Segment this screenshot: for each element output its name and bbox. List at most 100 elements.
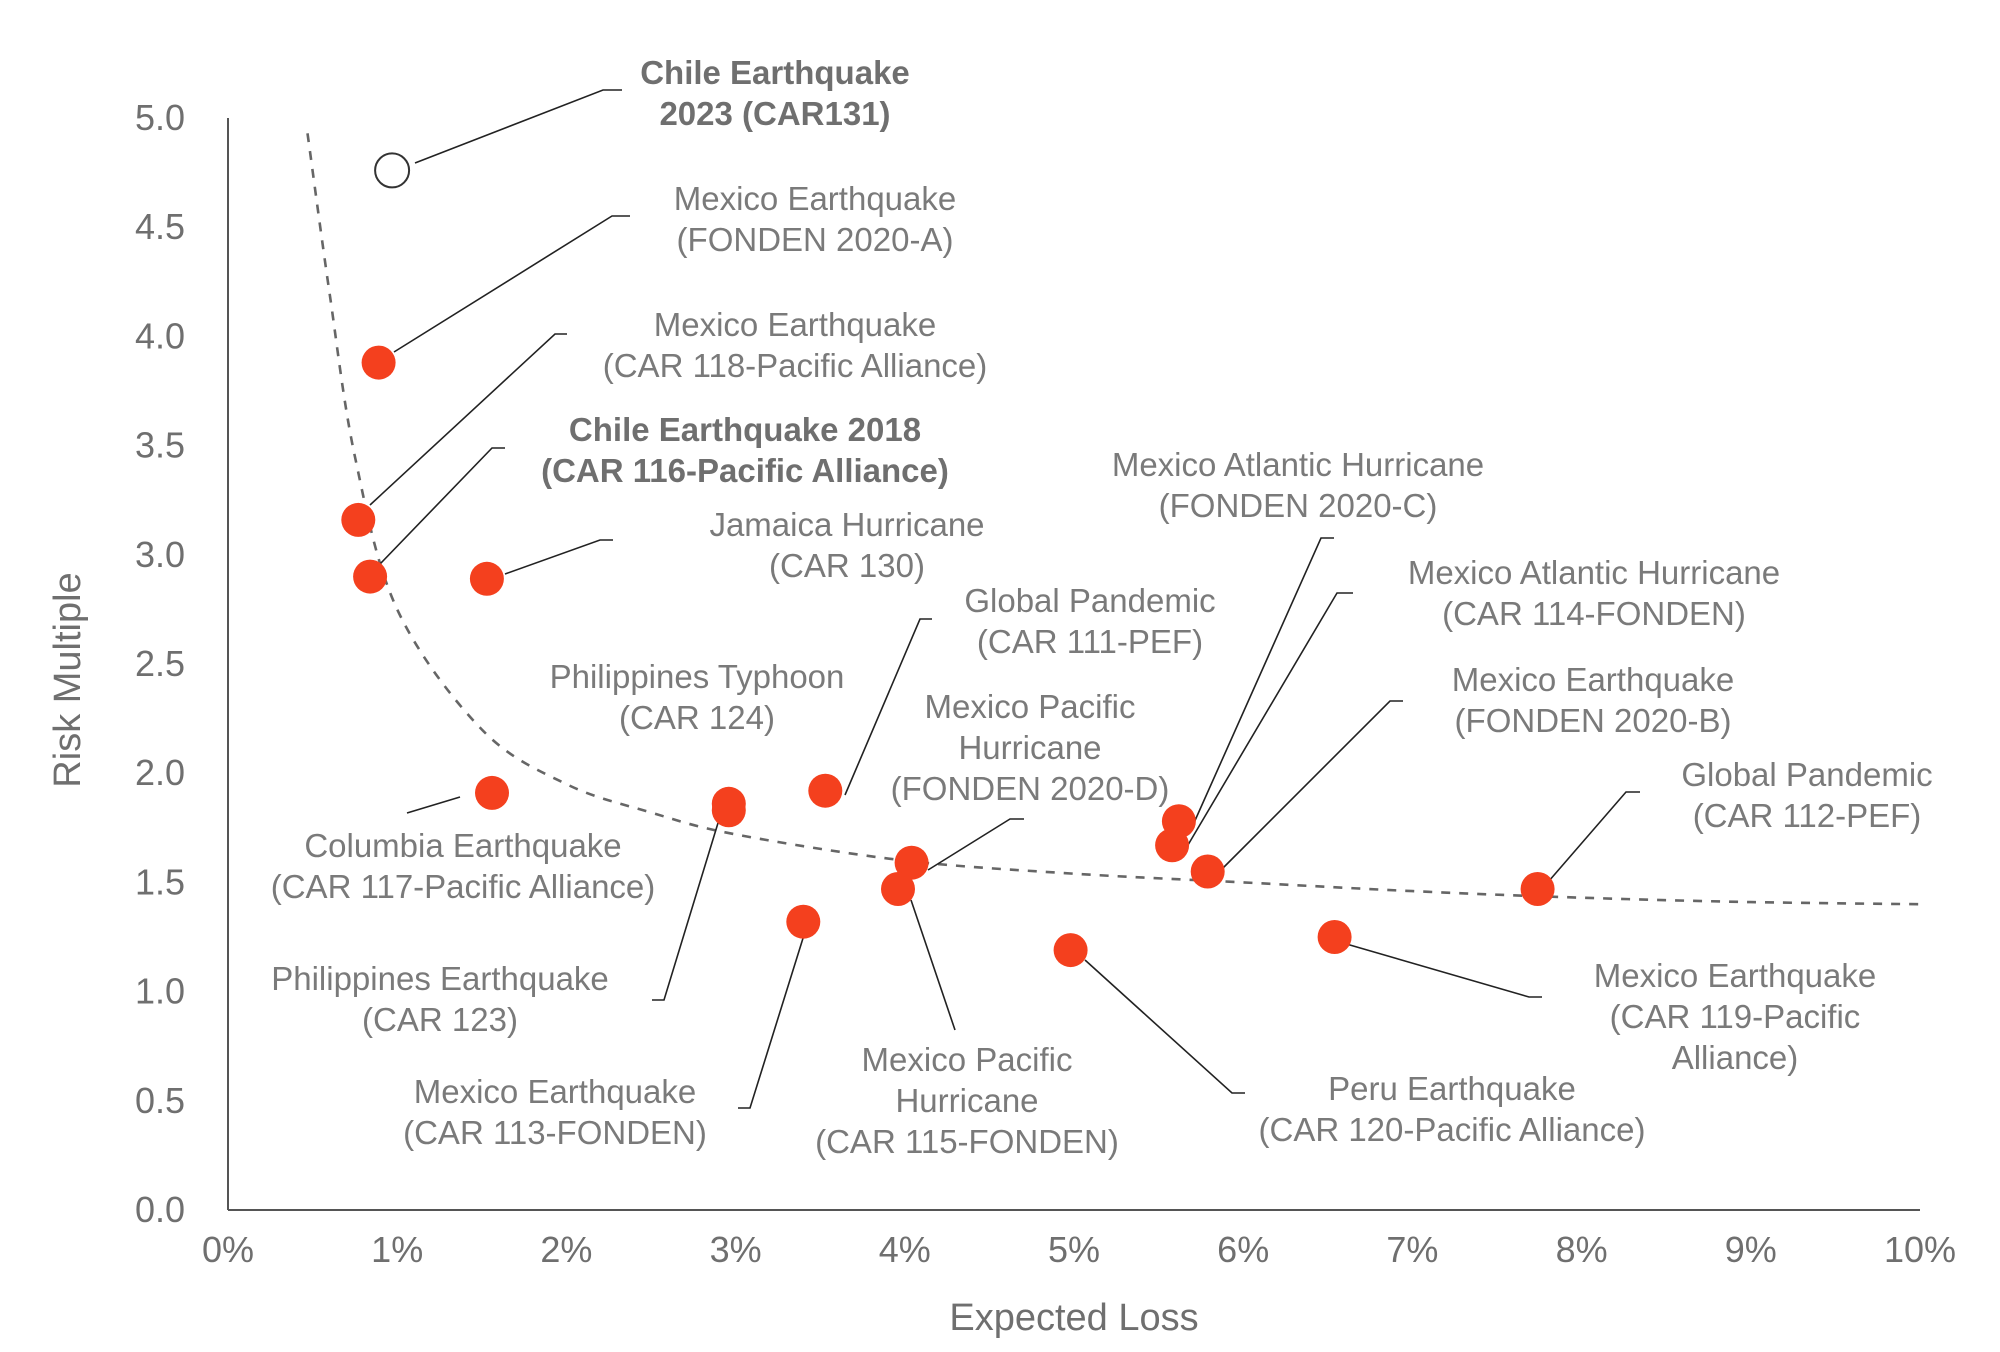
y-tick-label: 2.0 xyxy=(135,752,185,793)
data-point xyxy=(894,845,929,880)
data-point xyxy=(808,773,843,808)
x-tick-label: 2% xyxy=(540,1229,592,1270)
x-tick-label: 10% xyxy=(1884,1229,1956,1270)
point-label: Mexico Earthquake (CAR 119-Pacific Allianc… xyxy=(1594,957,1876,1076)
point-label-line: (CAR 115-FONDEN) xyxy=(815,1123,1119,1160)
point-label-line: 2023 (CAR131) xyxy=(659,95,890,132)
point-label-line: Hurricane xyxy=(895,1082,1038,1119)
leader-line xyxy=(379,447,505,565)
y-tick-label: 1.5 xyxy=(135,861,185,902)
point-label: Global Pandemic (CAR 111-PEF) xyxy=(964,582,1215,660)
leader-line xyxy=(1084,959,1245,1094)
data-point xyxy=(1053,933,1088,968)
data-point xyxy=(1520,872,1555,906)
data-point xyxy=(353,559,388,594)
point-label-line: Global Pandemic xyxy=(1681,756,1932,793)
point-label-line: (CAR 114-FONDEN) xyxy=(1442,595,1746,632)
x-tick-label: 1% xyxy=(371,1229,423,1270)
point-label: Mexico Atlantic Hurricane (CAR 114-FONDEN… xyxy=(1408,554,1780,632)
leader-line xyxy=(652,822,719,1001)
leader-line xyxy=(927,818,1024,871)
point-label: Mexico Atlantic Hurricane (FONDEN 2020-C) xyxy=(1112,446,1484,524)
point-label: Philippines Typhoon (CAR 124) xyxy=(550,658,845,736)
data-points xyxy=(341,152,1555,968)
axes xyxy=(227,118,1920,1211)
point-labels: Chile Earthquake 2023 (CAR131) Mexico Eart… xyxy=(271,54,1933,1160)
highlighted-point xyxy=(374,152,411,189)
x-tick-label: 9% xyxy=(1725,1229,1777,1270)
x-axis-title: Expected Loss xyxy=(949,1297,1198,1339)
point-label-line: (CAR 112-PEF) xyxy=(1693,797,1922,834)
leader-line xyxy=(1184,592,1353,851)
point-label-line: Mexico Earthquake xyxy=(654,306,936,343)
leader-line xyxy=(414,89,622,164)
y-tick-label: 3.0 xyxy=(135,534,185,575)
y-tick-label: 1.0 xyxy=(135,971,185,1012)
point-label-line: Mexico Pacific xyxy=(862,1041,1073,1078)
point-label-line: Mexico Atlantic Hurricane xyxy=(1112,446,1484,483)
point-label-line: Philippines Earthquake xyxy=(271,960,609,997)
point-label: Mexico Pacific Hurricane (CAR 115-FONDEN) xyxy=(815,1041,1119,1160)
y-tick-label: 5.0 xyxy=(135,97,185,138)
x-tick-label: 7% xyxy=(1386,1229,1438,1270)
leader-line xyxy=(844,618,932,796)
x-tick-label: 3% xyxy=(710,1229,762,1270)
leader-line xyxy=(369,333,567,506)
point-label: Chile Earthquake 2023 (CAR131) xyxy=(640,54,910,132)
leader-line xyxy=(393,215,630,353)
point-label-line: (CAR 113-FONDEN) xyxy=(403,1114,707,1151)
leader-line xyxy=(1541,791,1640,890)
y-tick-label: 0.0 xyxy=(135,1189,185,1230)
point-label-line: Mexico Earthquake xyxy=(414,1073,696,1110)
point-label: Mexico Earthquake (CAR 118-Pacific Allian… xyxy=(603,306,988,384)
data-point xyxy=(881,872,915,906)
data-point xyxy=(711,793,746,828)
point-label: Philippines Earthquake (CAR 123) xyxy=(271,960,609,1038)
data-point xyxy=(1155,828,1190,863)
point-label-line: (CAR 119-Pacific xyxy=(1610,998,1861,1035)
x-tick-label: 0% xyxy=(202,1229,254,1270)
point-label: Columbia Earthquake (CAR 117-Pacific Alli… xyxy=(271,827,656,905)
point-label-line: Mexico Earthquake xyxy=(674,180,956,217)
data-point xyxy=(1317,920,1352,954)
x-tick-label: 4% xyxy=(879,1229,931,1270)
point-label-line: Mexico Pacific xyxy=(925,688,1136,725)
y-tick-label: 4.0 xyxy=(135,315,185,356)
point-label: Mexico Earthquake (FONDEN 2020-B) xyxy=(1452,661,1734,739)
point-label-line: (FONDEN 2020-D) xyxy=(891,770,1170,807)
point-label-line: (CAR 130) xyxy=(769,547,925,584)
leader-line xyxy=(738,934,805,1109)
point-label-line: Hurricane xyxy=(958,729,1101,766)
x-tick-label: 8% xyxy=(1556,1229,1608,1270)
y-tick-label: 3.5 xyxy=(135,425,185,466)
leader-line xyxy=(1216,700,1403,875)
point-label: Jamaica Hurricane (CAR 130) xyxy=(709,506,984,584)
point-label-line: (CAR 118-Pacific Alliance) xyxy=(603,347,988,384)
y-tick-label: 2.5 xyxy=(135,643,185,684)
point-label-line: Peru Earthquake xyxy=(1328,1070,1576,1107)
point-label: Chile Earthquake 2018 (CAR 116-Pacific Al… xyxy=(541,411,949,489)
leader-lines xyxy=(369,89,1640,1109)
point-label-line: Mexico Earthquake xyxy=(1452,661,1734,698)
point-label-line: (CAR 123) xyxy=(362,1001,518,1038)
point-label-line: (FONDEN 2020-B) xyxy=(1455,702,1732,739)
data-point xyxy=(786,904,821,939)
data-point xyxy=(361,345,396,380)
y-tick-label: 0.5 xyxy=(135,1080,185,1121)
data-point xyxy=(475,775,509,810)
x-tick-label: 5% xyxy=(1048,1229,1100,1270)
point-label-line: (CAR 120-Pacific Alliance) xyxy=(1259,1111,1646,1148)
y-tick-labels: 0.0 0.5 1.0 1.5 2.0 2.5 3.0 3.5 4.0 4.5 5.0 xyxy=(135,97,185,1230)
point-label-line: (FONDEN 2020-C) xyxy=(1159,487,1438,524)
point-label-line: Philippines Typhoon xyxy=(550,658,845,695)
point-label-line: Chile Earthquake xyxy=(640,54,910,91)
leader-line xyxy=(1342,942,1542,998)
data-point xyxy=(469,561,504,596)
x-tick-label: 6% xyxy=(1217,1229,1269,1270)
point-label-line: (CAR 111-PEF) xyxy=(977,623,1203,660)
point-label-line: Mexico Earthquake xyxy=(1594,957,1876,994)
x-tick-labels: 0% 1% 2% 3% 4% 5% 6% 7% 8% 9% 10% xyxy=(202,1229,1956,1270)
point-label-line: (CAR 124) xyxy=(619,699,775,736)
point-label: Global Pandemic (CAR 112-PEF) xyxy=(1681,756,1932,834)
